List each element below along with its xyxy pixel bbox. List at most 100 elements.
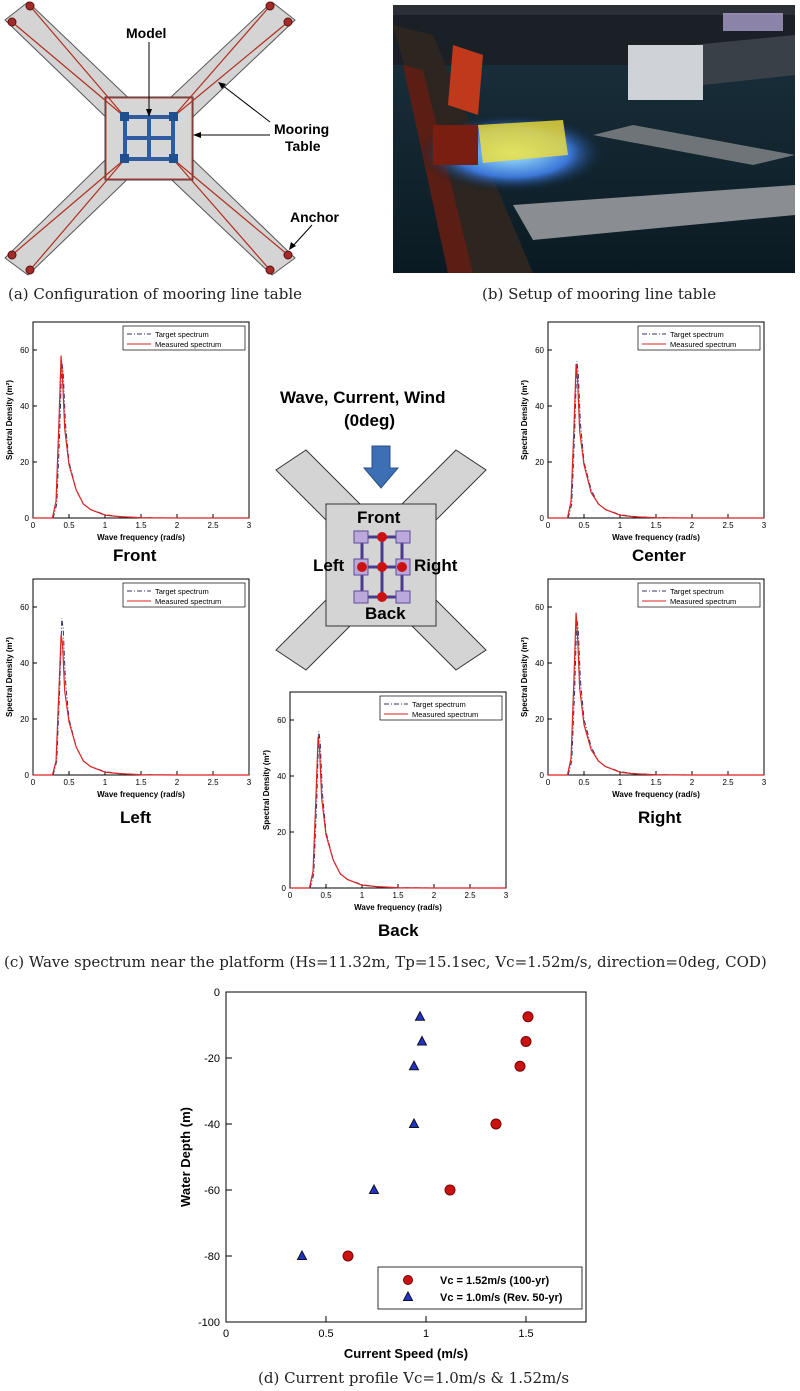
x-tick-label: 1 <box>618 778 623 787</box>
y-axis-label: Water Depth (m) <box>178 1107 193 1207</box>
legend-label: Measured spectrum <box>670 597 736 606</box>
y-tick-label: 60 <box>20 346 29 355</box>
heading-wave-current-wind: Wave, Current, Wind <box>280 388 446 407</box>
label-table: Table <box>285 138 321 154</box>
label-front: Front <box>113 546 157 565</box>
x-tick-label: 0.5 <box>578 778 590 787</box>
legend-label: Vc = 1.0m/s (Rev. 50-yr) <box>440 1292 563 1304</box>
y-tick-label: 0 <box>282 884 287 893</box>
y-tick-label: 40 <box>20 659 29 668</box>
y-tick-label: 60 <box>535 603 544 612</box>
y-tick-label: 20 <box>277 828 286 837</box>
y-tick-label: -20 <box>204 1053 220 1065</box>
basin-photo-drawing <box>393 5 795 273</box>
x-axis-label: Wave frequency (rad/s) <box>612 790 700 799</box>
marker-50yr <box>414 1010 426 1021</box>
plot-frame <box>547 321 765 519</box>
x-tick-label: 1.5 <box>650 521 662 530</box>
caption-c: (c) Wave spectrum near the platform (Hs=… <box>4 953 767 971</box>
anchor-point <box>283 17 293 27</box>
x-tick-label: 2 <box>690 521 695 530</box>
legend-label: Target spectrum <box>670 330 724 339</box>
x-tick-label: 2 <box>175 778 180 787</box>
x-tick-label: 2 <box>690 778 695 787</box>
marker-100yr <box>514 1060 526 1072</box>
legend-marker-50yr <box>402 1290 414 1301</box>
y-tick-label: 60 <box>277 716 286 725</box>
x-tick-label: 2 <box>432 891 437 900</box>
basin-photo <box>393 5 795 273</box>
x-tick-label: 1 <box>360 891 365 900</box>
plot-frame <box>547 578 765 776</box>
legend-label: Target spectrum <box>155 587 209 596</box>
y-tick-label: 40 <box>535 659 544 668</box>
x-tick-label: 0 <box>31 521 36 530</box>
x-tick-label: 1.5 <box>135 778 147 787</box>
y-tick-label: 0 <box>25 514 30 523</box>
label-left-chart: Left <box>120 808 152 827</box>
y-tick-label: 40 <box>20 402 29 411</box>
mooring-line <box>29 158 126 271</box>
legend-box <box>379 695 503 721</box>
x-tick-label: 0.5 <box>320 891 332 900</box>
x-tick-label: 0 <box>546 778 551 787</box>
diagram-label-front: Front <box>357 508 401 527</box>
mooring-line <box>172 158 289 256</box>
x-axis-label: Wave frequency (rad/s) <box>97 790 185 799</box>
label-right-chart: Right <box>638 808 682 827</box>
model-columns <box>120 112 178 163</box>
spectrum-chart-back: 0 0.5 1 1.5 2 2.5 3 0 20 40 60 Wave frequency (rad/… <box>262 691 509 912</box>
x-tick-label: 0.5 <box>318 1328 333 1340</box>
legend-label: Target spectrum <box>155 330 209 339</box>
y-tick-label: -60 <box>204 1185 220 1197</box>
anchor-leader <box>291 224 313 248</box>
label-back-chart: Back <box>378 921 419 940</box>
series-line-measured <box>33 634 249 776</box>
x-tick-label: 0 <box>546 521 551 530</box>
y-tick-label: 60 <box>20 603 29 612</box>
x-tick-label: 1 <box>423 1328 429 1340</box>
y-tick-label: 20 <box>20 715 29 724</box>
x-tick-label: 1 <box>618 521 623 530</box>
x-tick-label: 2 <box>175 521 180 530</box>
y-axis-label: Spectral Density (m²) <box>520 380 529 460</box>
anchor-point <box>7 17 17 27</box>
diagram-label-right: Right <box>414 556 458 575</box>
label-anchor: Anchor <box>290 209 340 225</box>
measurement-layout-diagram <box>275 445 487 671</box>
label-center: Center <box>632 546 686 565</box>
x-tick-label: 2.5 <box>207 778 219 787</box>
x-tick-label: 0.5 <box>63 778 75 787</box>
mooring-line <box>11 21 126 118</box>
x-tick-label: 0 <box>223 1328 229 1340</box>
legend-box <box>122 582 246 608</box>
legend-label: Target spectrum <box>412 700 466 709</box>
x-tick-label: 2.5 <box>464 891 476 900</box>
spectrum-chart-left: 0 0.5 1 1.5 2 2.5 3 0 20 40 60 Wave frequency (rad/… <box>5 578 252 799</box>
marker-100yr <box>522 1011 534 1023</box>
marker-50yr <box>368 1183 380 1194</box>
mooring-leader-1 <box>221 84 271 123</box>
legend-label: Target spectrum <box>670 587 724 596</box>
diagram-label-left: Left <box>313 556 345 575</box>
anchor-point <box>265 265 275 275</box>
anchor-point <box>25 1 35 11</box>
series-line-measured <box>290 736 506 889</box>
x-tick-label: 2.5 <box>722 521 734 530</box>
anchor-point <box>7 250 17 260</box>
marker-100yr <box>520 1036 532 1047</box>
plot-frame <box>32 578 250 776</box>
x-tick-label: 1 <box>103 521 108 530</box>
mooring-line <box>11 158 126 256</box>
mooring-line <box>172 158 271 271</box>
heading-direction: (0deg) <box>344 411 395 430</box>
x-tick-label: 3 <box>504 891 509 900</box>
y-tick-label: 0 <box>540 771 545 780</box>
spectrum-chart-front: 0 0.5 1 1.5 2 2.5 3 0 20 40 60 Wave frequency (rad/… <box>5 321 252 542</box>
legend-marker-100yr <box>403 1275 413 1285</box>
x-tick-label: 2.5 <box>207 521 219 530</box>
legend-box <box>637 325 761 351</box>
mooring-line <box>172 21 289 118</box>
y-tick-label: 20 <box>535 458 544 467</box>
legend-label: Vc = 1.52m/s (100-yr) <box>440 1275 549 1287</box>
